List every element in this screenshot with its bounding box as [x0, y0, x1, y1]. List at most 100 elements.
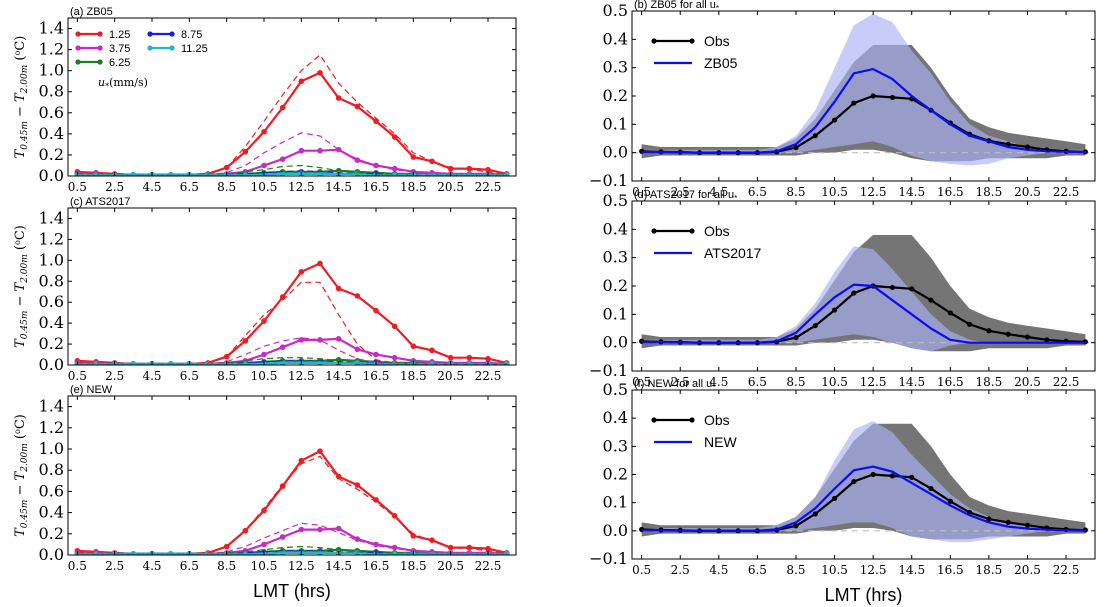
data-point — [373, 307, 379, 314]
legend-marker — [75, 45, 81, 51]
data-point — [391, 165, 398, 172]
x-tick-label: 16.5 — [363, 180, 390, 194]
legend: Obs ATS2017 — [651, 223, 762, 261]
x-tick-label: 20.5 — [437, 369, 464, 383]
y-label-part: T — [13, 148, 28, 158]
data-point — [812, 323, 818, 329]
y-axis-label: T0.45m − T2.00m (oC) — [13, 36, 30, 159]
x-tick-label: 16.5 — [937, 185, 964, 199]
legend-marker — [97, 31, 103, 37]
data-point — [391, 134, 398, 140]
y-tick-label: 1.4 — [39, 208, 64, 227]
y-tick-label: 0.8 — [39, 460, 64, 479]
series-line-5-1 — [641, 465, 1086, 532]
y-label-part: 2.00m — [20, 443, 30, 473]
y-tick-label: 0.3 — [603, 248, 628, 267]
x-tick-label: 8.5 — [786, 375, 805, 389]
data-point — [391, 172, 398, 176]
legend: Obs ZB05 — [651, 33, 738, 71]
data-point — [298, 78, 305, 84]
legend-marker — [97, 45, 103, 51]
panel-title-text: (d) ATS2017 for all u — [634, 189, 734, 201]
y-tick-label: 0.4 — [39, 503, 64, 522]
x-tick-label: 0.5 — [632, 185, 651, 199]
data-point — [928, 297, 934, 303]
data-point — [242, 361, 249, 365]
x-tick-label: 10.5 — [251, 369, 278, 383]
x-tick-label: 14.5 — [898, 185, 925, 199]
panel-title-text: (c) ATS2017 — [70, 196, 130, 208]
x-tick-label: 0.5 — [632, 563, 651, 577]
y-tick-label: 1.2 — [39, 418, 64, 437]
data-point — [1024, 522, 1031, 528]
panel-title: (f) NEW for all u* — [634, 378, 715, 392]
series-line-3-1 — [641, 67, 1086, 154]
x-axis-label: LMT (hrs) — [253, 581, 331, 601]
x-tick-label: 6.5 — [180, 369, 199, 383]
y-tick-label: 0.0 — [39, 166, 64, 185]
panel-f: 0.5 2.5 4.5 6.5 8.5 10.5 12.5 14.5 16.5 18.5 20.5 2… — [589, 378, 1096, 605]
x-tick-label: 0.5 — [68, 180, 87, 194]
data-point — [870, 471, 876, 478]
x-tick-label: 20.5 — [1014, 375, 1041, 389]
data-point — [279, 156, 286, 162]
data-point — [391, 512, 398, 519]
legend-marker — [651, 228, 657, 234]
data-point — [947, 498, 953, 504]
data-point — [373, 351, 379, 358]
data-point — [466, 544, 473, 551]
y-label-part: 2.00m — [20, 254, 30, 284]
data-point — [391, 323, 398, 330]
y-label-part: T — [13, 527, 28, 537]
data-point — [831, 117, 838, 123]
data-point — [261, 162, 267, 169]
legend-label: Obs — [704, 412, 730, 428]
y-tick-label: 0.2 — [39, 524, 64, 543]
y-tick-label: 0.6 — [39, 292, 64, 311]
data-point — [373, 541, 379, 548]
data-point — [354, 346, 361, 353]
x-tick-label: 20.5 — [437, 180, 464, 194]
plot-area — [632, 421, 1095, 543]
series-line-4-1 — [641, 283, 1086, 344]
panel-title-sub: * — [712, 383, 715, 392]
x-tick-label: 4.5 — [142, 559, 161, 573]
x-tick-label: 18.5 — [400, 180, 427, 194]
plot-area — [74, 448, 510, 555]
y-tick-label: 0.4 — [39, 313, 64, 332]
data-point — [317, 526, 323, 533]
data-point — [429, 347, 435, 354]
plot-area — [632, 235, 1095, 352]
y-label-part: ( — [13, 55, 28, 64]
x-tick-label: 16.5 — [363, 559, 390, 573]
legend-marker — [75, 31, 81, 37]
y-label-part: 2.00m — [20, 65, 30, 95]
series-line-1-0 — [77, 262, 507, 365]
data-point — [335, 525, 342, 532]
legend-label: 11.25 — [181, 43, 208, 55]
y-tick-label: 0.1 — [603, 114, 628, 133]
legend-title-u: u — [98, 76, 105, 89]
data-point — [909, 474, 915, 480]
x-tick-label: 0.5 — [68, 559, 87, 573]
y-label-part: o — [13, 240, 22, 245]
y-label-part: ( — [13, 245, 28, 254]
band-model — [641, 13, 1086, 166]
axes-frame — [67, 207, 517, 366]
y-tick-label: 1.0 — [39, 250, 64, 269]
data-point — [261, 507, 267, 514]
panel-b: 0.5 2.5 4.5 6.5 8.5 10.5 12.5 14.5 16.5 18.5 20.5 2… — [589, 0, 1096, 199]
y-tick-label: 1.2 — [39, 229, 64, 248]
y-tick-label: 0.5 — [603, 380, 628, 399]
y-label-part: T — [13, 92, 28, 102]
data-point — [279, 534, 286, 540]
legend-label: Obs — [704, 33, 730, 49]
legend-label: 3.75 — [109, 43, 130, 55]
legend-marker — [97, 59, 103, 65]
data-point — [335, 336, 342, 342]
band-model — [641, 421, 1086, 543]
plot-area — [74, 54, 510, 176]
y-tick-label: 0.5 — [603, 191, 628, 210]
y-tick-label: 1.4 — [39, 397, 64, 416]
data-point — [354, 103, 361, 110]
